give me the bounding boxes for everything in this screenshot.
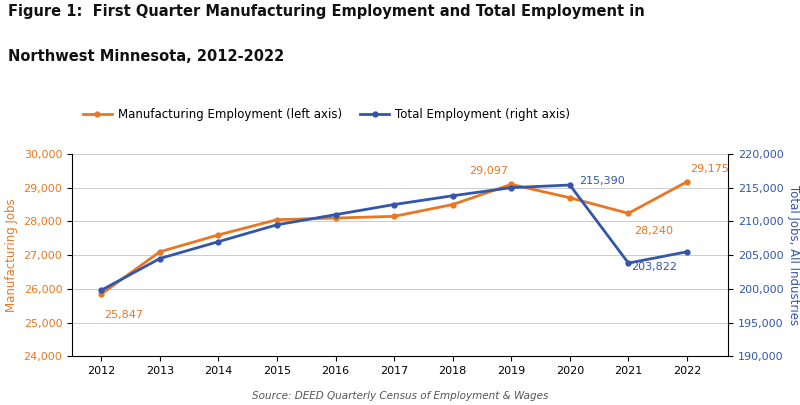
Line: Manufacturing Employment (left axis): Manufacturing Employment (left axis)	[99, 179, 690, 296]
Total Employment (right axis)	[624, 261, 634, 266]
Total Employment (right axis)	[506, 185, 516, 190]
Total Employment (right axis)	[330, 212, 340, 217]
Total Employment (right axis)	[565, 183, 574, 188]
Text: Northwest Minnesota, 2012-2022: Northwest Minnesota, 2012-2022	[8, 49, 284, 64]
Text: 215,390: 215,390	[578, 176, 624, 185]
Manufacturing Employment (left axis)	[390, 214, 399, 219]
Manufacturing Employment (left axis)	[448, 202, 458, 207]
Text: Figure 1:  First Quarter Manufacturing Employment and Total Employment in: Figure 1: First Quarter Manufacturing Em…	[8, 4, 645, 19]
Manufacturing Employment (left axis)	[682, 179, 692, 184]
Total Employment (right axis)	[155, 256, 165, 261]
Manufacturing Employment (left axis)	[330, 215, 340, 220]
Manufacturing Employment (left axis)	[214, 232, 223, 237]
Manufacturing Employment (left axis)	[97, 292, 106, 296]
Text: 29,175: 29,175	[690, 164, 729, 174]
Text: 25,847: 25,847	[104, 310, 143, 320]
Text: 28,240: 28,240	[634, 226, 674, 236]
Total Employment (right axis)	[682, 249, 692, 254]
Y-axis label: Manufacturing Jobs: Manufacturing Jobs	[5, 198, 18, 312]
Total Employment (right axis)	[390, 202, 399, 207]
Total Employment (right axis)	[97, 288, 106, 293]
Total Employment (right axis)	[448, 193, 458, 198]
Legend: Manufacturing Employment (left axis), Total Employment (right axis): Manufacturing Employment (left axis), To…	[78, 103, 575, 126]
Manufacturing Employment (left axis)	[272, 217, 282, 222]
Text: 203,822: 203,822	[631, 262, 678, 272]
Total Employment (right axis)	[214, 239, 223, 244]
Line: Total Employment (right axis): Total Employment (right axis)	[99, 183, 690, 293]
Text: Source: DEED Quarterly Census of Employment & Wages: Source: DEED Quarterly Census of Employm…	[252, 391, 548, 401]
Manufacturing Employment (left axis)	[506, 182, 516, 187]
Manufacturing Employment (left axis)	[565, 195, 574, 200]
Manufacturing Employment (left axis)	[155, 249, 165, 254]
Y-axis label: Total Jobs, All Industries: Total Jobs, All Industries	[787, 185, 800, 325]
Manufacturing Employment (left axis)	[624, 211, 634, 216]
Total Employment (right axis)	[272, 222, 282, 227]
Text: 29,097: 29,097	[470, 166, 508, 176]
